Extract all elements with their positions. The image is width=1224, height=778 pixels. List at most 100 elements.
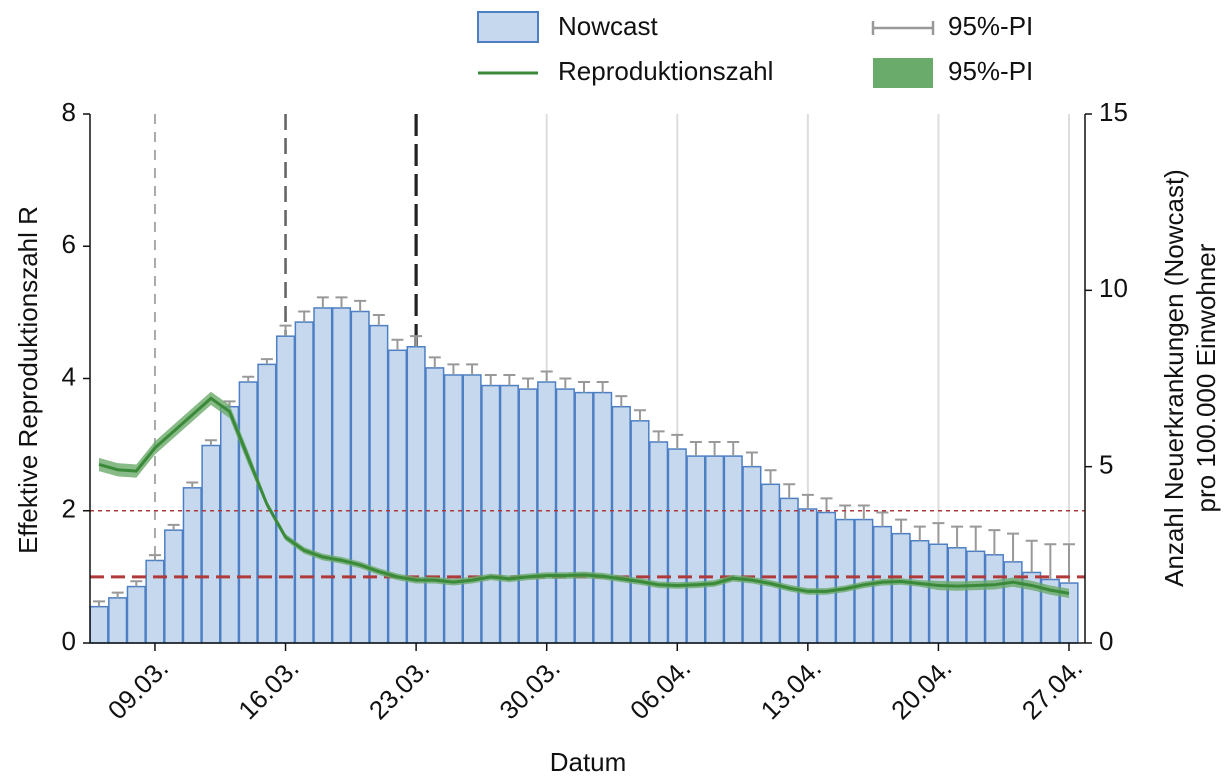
bar [443, 374, 464, 644]
y2-tick-label: 10 [1099, 273, 1128, 303]
y-tick-label: 0 [62, 626, 76, 656]
error-bar [1044, 543, 1057, 580]
error-bar [111, 591, 124, 598]
bar [649, 441, 669, 644]
bar [760, 483, 781, 644]
line [98, 396, 1070, 595]
error-bar [932, 522, 945, 545]
error-bar [951, 525, 964, 548]
error-bar [204, 439, 217, 446]
x-tick-label: 13.04. [755, 653, 827, 725]
error-bar [260, 358, 273, 365]
bar [294, 321, 314, 644]
bar [611, 405, 631, 644]
bar [891, 532, 911, 644]
error-bar [633, 409, 646, 421]
x-tick-label: 23.03. [363, 653, 435, 725]
bar [966, 550, 986, 644]
bar [686, 455, 706, 644]
x-tick-label: 27.04. [1016, 653, 1088, 725]
bar [350, 310, 370, 644]
bar [499, 384, 519, 644]
y-tick-label: 4 [62, 361, 76, 391]
bar [275, 335, 296, 644]
error-bar [167, 523, 180, 531]
error-bar [689, 440, 702, 457]
bar [984, 554, 1004, 644]
error-bar [335, 296, 348, 308]
bar [537, 381, 557, 644]
error-bar [522, 377, 535, 390]
error-bar [969, 525, 982, 552]
error-bar [727, 440, 740, 457]
bar [126, 585, 146, 644]
error-bar [764, 469, 777, 485]
error-bar [130, 580, 143, 587]
bar [481, 384, 501, 644]
error-bar [783, 483, 796, 499]
bar [89, 605, 109, 644]
error-bar [876, 511, 889, 527]
bar [220, 405, 240, 644]
legend-swatch [873, 58, 933, 88]
error-bar [410, 335, 423, 347]
error-bar [578, 381, 590, 393]
bar [947, 547, 967, 644]
bar [145, 559, 165, 644]
error-bar [596, 381, 609, 393]
legend-swatch [477, 11, 539, 43]
x-axis-label: Datum [550, 747, 627, 777]
error-bar [540, 370, 553, 383]
error-bar [913, 525, 926, 541]
bar [723, 455, 743, 644]
bar [630, 420, 650, 644]
bar [369, 324, 389, 644]
bar [1003, 561, 1023, 644]
y-tick-label: 6 [62, 229, 76, 259]
y2-tick-label: 5 [1099, 450, 1113, 480]
error-bar [857, 504, 870, 520]
bar [238, 381, 258, 644]
x-tick-label: 06.04. [624, 653, 696, 725]
bar [705, 455, 725, 644]
error-bar [503, 373, 516, 386]
legend-label: 95%-PI [948, 11, 1033, 41]
error-bar [895, 518, 908, 534]
x-tick-label: 20.04. [885, 653, 957, 725]
error-bar [391, 338, 404, 351]
error-bar [1025, 539, 1038, 573]
bar [406, 346, 426, 644]
x-tick-label: 09.03. [102, 653, 174, 725]
y2-tick-label: 0 [1099, 626, 1113, 656]
error-bar [148, 554, 161, 561]
bar [201, 444, 221, 644]
error-bar [279, 324, 292, 337]
error-bar [745, 451, 758, 467]
error-bar [354, 299, 367, 312]
error-bar [801, 493, 814, 509]
bar [593, 391, 613, 644]
y2-axis-label: Anzahl Neuerkrankungen (Nowcast) [1159, 169, 1189, 587]
x-tick-label: 30.03. [493, 653, 565, 725]
error-bar [372, 314, 385, 326]
bar [779, 497, 799, 644]
error-bar [447, 363, 460, 375]
y2-tick-label: 15 [1099, 97, 1128, 127]
y-tick-label: 2 [62, 494, 76, 524]
y2-axis-label: pro 100.000 Einwohner [1191, 243, 1221, 512]
error-bar [316, 296, 329, 308]
error-bar [298, 310, 311, 323]
error-bar [559, 377, 572, 390]
error-bar [708, 440, 721, 457]
error-bar [93, 600, 105, 607]
bar [462, 374, 482, 644]
bar [574, 391, 594, 644]
bar [108, 597, 128, 644]
error-bar [671, 433, 684, 450]
error-bar [652, 430, 665, 442]
legend-label: Reproduktionszahl [558, 56, 773, 86]
bar [313, 307, 333, 644]
bar [164, 529, 184, 644]
error-bar [466, 363, 479, 375]
